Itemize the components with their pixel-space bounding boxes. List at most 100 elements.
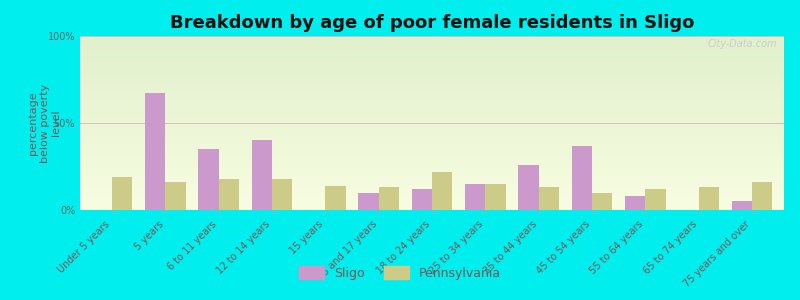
Bar [80, 179, 784, 180]
Bar [732, 201, 752, 210]
Bar [80, 154, 784, 156]
Bar [80, 64, 784, 66]
Bar [80, 128, 784, 130]
Bar [80, 81, 784, 83]
Bar [80, 200, 784, 201]
Bar [252, 140, 272, 210]
Bar [80, 83, 784, 85]
Bar [80, 196, 784, 198]
Bar [80, 76, 784, 78]
Bar [80, 149, 784, 151]
Bar [592, 193, 612, 210]
Bar [80, 102, 784, 104]
Bar [80, 208, 784, 210]
Bar [80, 112, 784, 114]
Bar [80, 188, 784, 189]
Bar [80, 57, 784, 58]
Bar [80, 119, 784, 121]
Bar [80, 142, 784, 144]
Y-axis label: percentage
below poverty
level: percentage below poverty level [28, 83, 62, 163]
Bar [80, 52, 784, 53]
Bar [698, 188, 719, 210]
Bar [80, 132, 784, 134]
Bar [465, 184, 486, 210]
Bar [80, 46, 784, 48]
Bar [80, 206, 784, 208]
Bar [218, 179, 239, 210]
Bar [518, 165, 538, 210]
Bar [80, 121, 784, 123]
Title: Breakdown by age of poor female residents in Sligo: Breakdown by age of poor female resident… [170, 14, 694, 32]
Bar [80, 160, 784, 161]
Bar [145, 93, 166, 210]
Bar [80, 71, 784, 73]
Bar [80, 194, 784, 196]
Bar [625, 196, 646, 210]
Bar [80, 161, 784, 163]
Bar [80, 62, 784, 64]
Bar [80, 158, 784, 160]
Bar [80, 111, 784, 112]
Bar [80, 58, 784, 60]
Bar [80, 123, 784, 125]
Bar [80, 106, 784, 107]
Bar [752, 182, 772, 210]
Bar [80, 168, 784, 170]
Bar [80, 151, 784, 153]
Bar [80, 165, 784, 167]
Bar [80, 118, 784, 119]
Bar [80, 135, 784, 137]
Bar [80, 69, 784, 71]
Bar [80, 116, 784, 118]
Legend: Sligo, Pennsylvania: Sligo, Pennsylvania [294, 261, 506, 285]
Bar [80, 147, 784, 149]
Bar [80, 40, 784, 41]
Bar [80, 189, 784, 191]
Bar [412, 189, 432, 210]
Bar [80, 191, 784, 193]
Bar [80, 201, 784, 203]
Bar [166, 182, 186, 210]
Bar [538, 188, 559, 210]
Bar [80, 73, 784, 74]
Bar [80, 55, 784, 57]
Bar [80, 184, 784, 186]
Bar [80, 203, 784, 205]
Bar [80, 114, 784, 116]
Bar [80, 86, 784, 88]
Bar [80, 125, 784, 127]
Bar [358, 193, 378, 210]
Bar [80, 173, 784, 175]
Bar [80, 95, 784, 97]
Bar [80, 53, 784, 55]
Bar [80, 100, 784, 102]
Bar [80, 198, 784, 200]
Bar [646, 189, 666, 210]
Bar [80, 90, 784, 92]
Bar [432, 172, 452, 210]
Bar [80, 92, 784, 93]
Bar [80, 144, 784, 146]
Bar [80, 156, 784, 158]
Bar [80, 93, 784, 95]
Bar [80, 107, 784, 109]
Bar [80, 172, 784, 173]
Bar [80, 45, 784, 46]
Bar [80, 50, 784, 52]
Bar [80, 36, 784, 38]
Bar [80, 88, 784, 90]
Bar [80, 170, 784, 172]
Bar [198, 149, 218, 210]
Bar [112, 177, 132, 210]
Bar [80, 186, 784, 188]
Bar [572, 146, 592, 210]
Bar [80, 180, 784, 182]
Bar [80, 177, 784, 179]
Bar [80, 78, 784, 80]
Bar [80, 41, 784, 43]
Bar [80, 134, 784, 135]
Bar [80, 182, 784, 184]
Bar [80, 109, 784, 111]
Bar [80, 139, 784, 140]
Bar [80, 38, 784, 40]
